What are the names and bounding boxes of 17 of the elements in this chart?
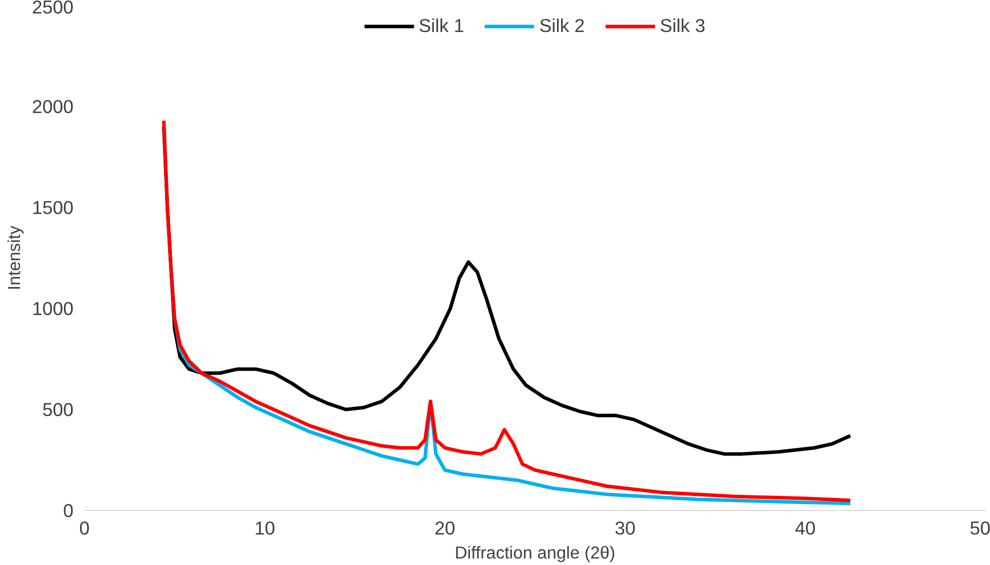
y-tick-label: 1000 bbox=[32, 298, 74, 319]
y-tick-label: 2500 bbox=[32, 0, 74, 18]
legend-label: Silk 1 bbox=[418, 15, 464, 37]
legend-label: Silk 3 bbox=[660, 15, 706, 37]
x-tick-label: 30 bbox=[614, 518, 636, 538]
y-axis-title: Intensity bbox=[4, 225, 24, 290]
y-tick-label: 0 bbox=[63, 500, 74, 521]
x-tick-label: 50 bbox=[970, 518, 990, 538]
x-tick-label: 10 bbox=[254, 518, 276, 538]
legend-label: Silk 2 bbox=[539, 15, 585, 37]
y-tick-label: 500 bbox=[42, 399, 74, 420]
x-tick-label: 40 bbox=[794, 518, 816, 538]
x-axis-title: Diffraction angle (2θ) bbox=[454, 542, 616, 562]
y-tick-label: 1500 bbox=[32, 197, 74, 218]
y-tick-label: 2000 bbox=[32, 96, 74, 117]
x-tick-label: 20 bbox=[434, 518, 456, 538]
x-tick-label: 0 bbox=[79, 518, 90, 538]
